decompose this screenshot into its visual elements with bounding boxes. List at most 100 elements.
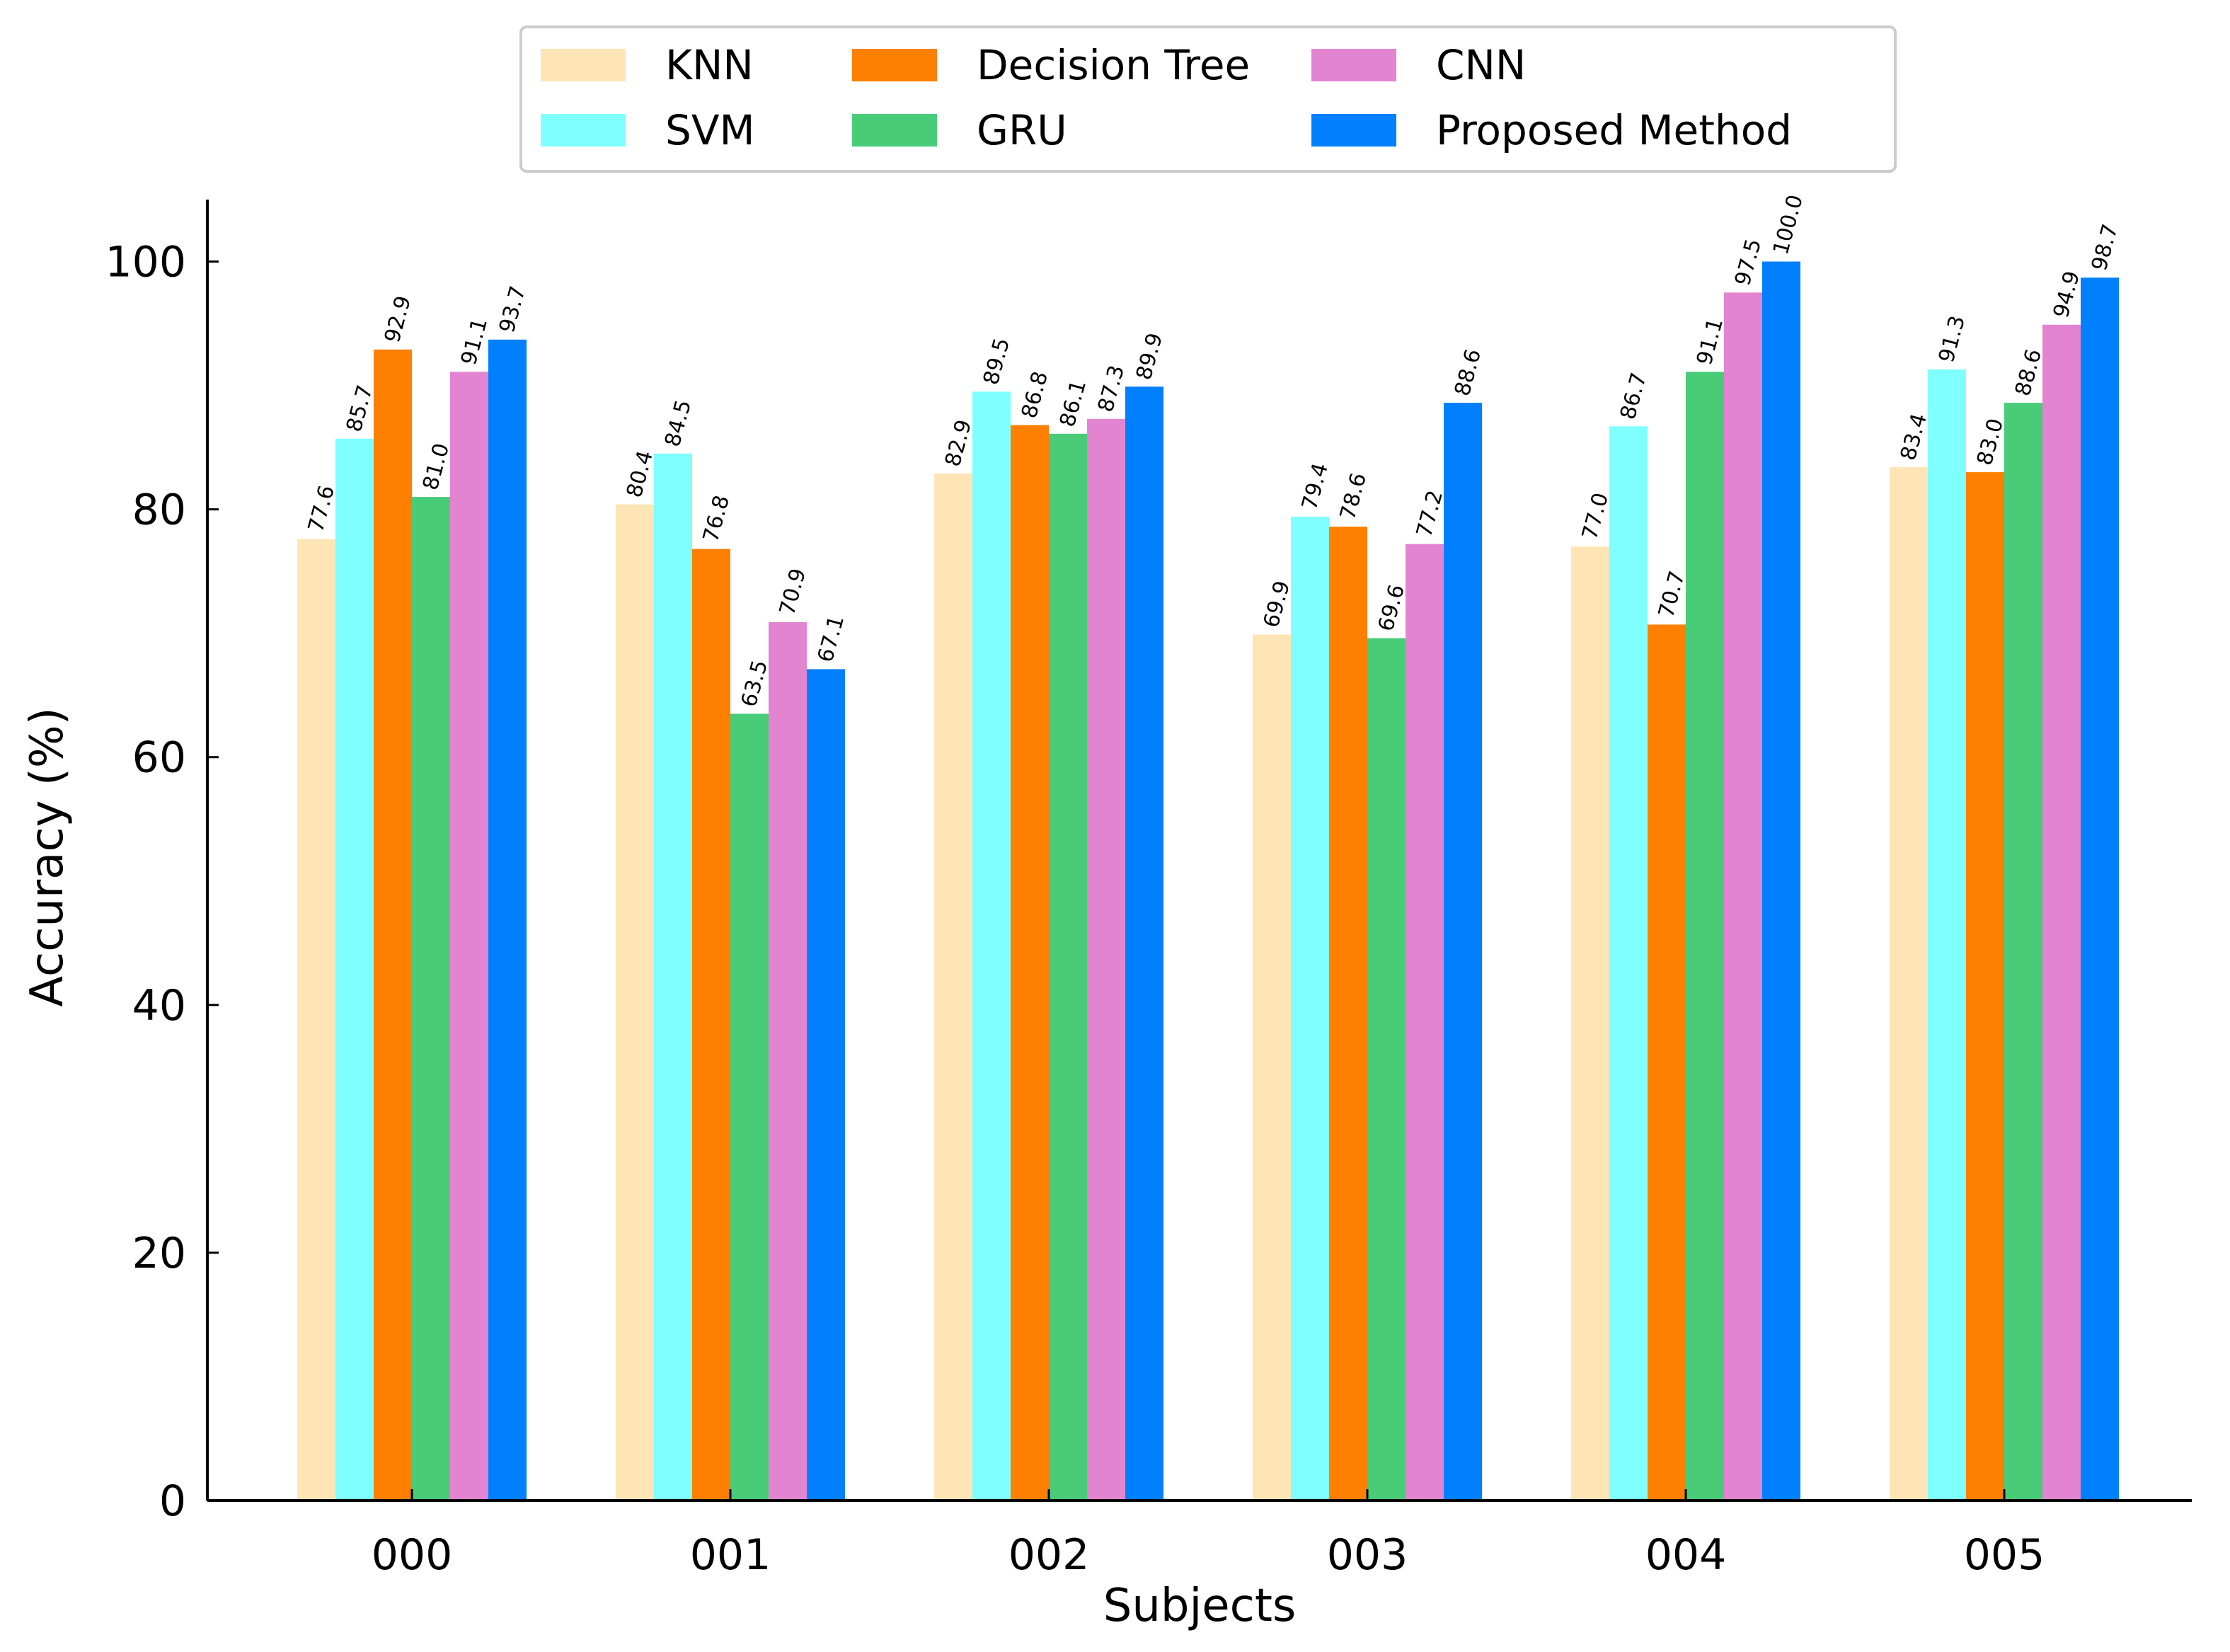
data-label: 87.3 [1093, 362, 1130, 415]
data-label: 100.0 [1769, 193, 1808, 258]
data-label: 86.1 [1055, 377, 1091, 430]
x-tick-label: 005 [1964, 1530, 2045, 1580]
bar-decision-tree-000 [374, 349, 412, 1501]
bar-cnn-002 [1087, 418, 1125, 1501]
x-tick-label: 001 [690, 1530, 771, 1580]
bar-proposed-method-000 [488, 339, 527, 1501]
bar-cnn-003 [1406, 544, 1444, 1501]
bar-svm-000 [335, 438, 374, 1501]
bar-gru-000 [412, 497, 450, 1501]
data-label: 86.7 [1616, 370, 1652, 423]
data-label: 85.7 [342, 382, 378, 435]
bar-gru-003 [1367, 638, 1406, 1501]
bar-gru-005 [2004, 403, 2042, 1501]
bar-gru-004 [1686, 372, 1724, 1501]
data-label: 69.9 [1259, 578, 1295, 631]
bar-cnn-001 [769, 621, 807, 1501]
bar-proposed-method-002 [1125, 386, 1163, 1501]
data-label: 63.5 [737, 658, 773, 710]
bar-knn-001 [616, 504, 654, 1501]
bar-gru-001 [730, 713, 769, 1501]
y-tick-label: 60 [132, 733, 186, 783]
data-label: 83.0 [1972, 416, 2008, 469]
y-tick-label: 20 [132, 1229, 186, 1278]
data-label: 77.0 [1577, 491, 1614, 543]
bar-svm-005 [1928, 369, 1966, 1501]
bar-proposed-method-005 [2081, 277, 2119, 1501]
bar-proposed-method-003 [1444, 403, 1482, 1501]
data-label: 82.9 [941, 417, 977, 469]
data-label: 83.4 [1896, 411, 1932, 464]
data-label: 89.5 [979, 335, 1015, 388]
bar-decision-tree-005 [1966, 472, 2004, 1501]
legend-swatch [852, 49, 937, 81]
data-label: 76.8 [699, 493, 735, 545]
x-tick-label: 002 [1008, 1530, 1090, 1580]
legend-label: CNN [1436, 41, 1526, 89]
bar-svm-004 [1609, 426, 1648, 1501]
bar-proposed-method-001 [807, 669, 845, 1501]
bar-cnn-000 [450, 372, 488, 1501]
data-label: 91.1 [456, 316, 493, 368]
legend-label: Proposed Method [1436, 106, 1792, 154]
data-label: 97.5 [1730, 236, 1766, 289]
data-label: 70.7 [1654, 568, 1690, 621]
data-label: 91.1 [1692, 316, 1728, 368]
bar-svm-003 [1291, 517, 1329, 1501]
bar-knn-005 [1890, 467, 1928, 1501]
bar-knn-000 [297, 539, 335, 1501]
data-label: 94.9 [2049, 268, 2085, 321]
data-label: 91.3 [1934, 313, 1970, 365]
bars-layer [297, 261, 2119, 1501]
bar-svm-001 [654, 453, 692, 1501]
data-label: 69.6 [1374, 582, 1410, 634]
data-label: 78.6 [1335, 471, 1372, 523]
data-label: 93.7 [495, 283, 531, 335]
data-label: 84.5 [660, 397, 696, 449]
data-label: 77.2 [1412, 488, 1448, 540]
legend-swatch [541, 114, 626, 147]
bar-cnn-004 [1724, 292, 1762, 1501]
data-label: 88.6 [2011, 347, 2047, 399]
legend-swatch [1311, 114, 1396, 147]
data-label: 89.9 [1132, 331, 1168, 383]
legend-swatch [1311, 49, 1396, 81]
data-label: 77.6 [304, 483, 340, 535]
data-label: 88.6 [1450, 347, 1486, 399]
legend-swatch [852, 114, 937, 147]
y-tick-label: 100 [105, 238, 186, 287]
data-label: 80.4 [622, 448, 658, 500]
axes-layer: 0 20 40 60 80 100 000 001 002 003 004 005 [105, 200, 2192, 1580]
bar-cnn-005 [2042, 324, 2081, 1501]
legend-label: GRU [977, 106, 1067, 154]
y-axis-title: Accuracy (%) [21, 707, 74, 1006]
x-tick-label: 003 [1327, 1530, 1408, 1580]
x-axis-title: Subjects [1103, 1580, 1297, 1632]
y-tick-label: 40 [132, 981, 186, 1031]
legend-label: SVM [665, 106, 755, 154]
bar-svm-002 [972, 391, 1011, 1501]
bar-decision-tree-004 [1648, 624, 1686, 1501]
data-label: 79.4 [1297, 461, 1333, 513]
data-label: 98.7 [2087, 222, 2123, 274]
bar-gru-002 [1049, 433, 1087, 1501]
legend-label: Decision Tree [977, 41, 1250, 89]
bar-knn-002 [934, 473, 972, 1501]
x-tick-label: 000 [372, 1530, 453, 1580]
bar-knn-003 [1253, 634, 1291, 1501]
bar-knn-004 [1571, 546, 1609, 1501]
y-tick-label: 0 [159, 1476, 186, 1526]
data-label: 81.0 [418, 441, 454, 493]
legend-label: KNN [665, 41, 754, 89]
data-labels-layer: 77.6 80.4 82.9 69.9 77.0 83.4 85.7 84.5 89.5 79.4… [304, 193, 2123, 710]
data-label: 86.8 [1017, 369, 1053, 421]
y-tick-label: 80 [132, 486, 186, 535]
data-label: 67.1 [813, 613, 849, 665]
bar-proposed-method-004 [1762, 261, 1800, 1501]
legend: KNN SVM Decision Tree GRU CNN Proposed Method [519, 25, 1897, 173]
bar-decision-tree-002 [1011, 425, 1049, 1501]
data-label: 92.9 [380, 293, 416, 345]
data-label: 70.9 [775, 566, 811, 618]
legend-swatch [541, 49, 626, 81]
